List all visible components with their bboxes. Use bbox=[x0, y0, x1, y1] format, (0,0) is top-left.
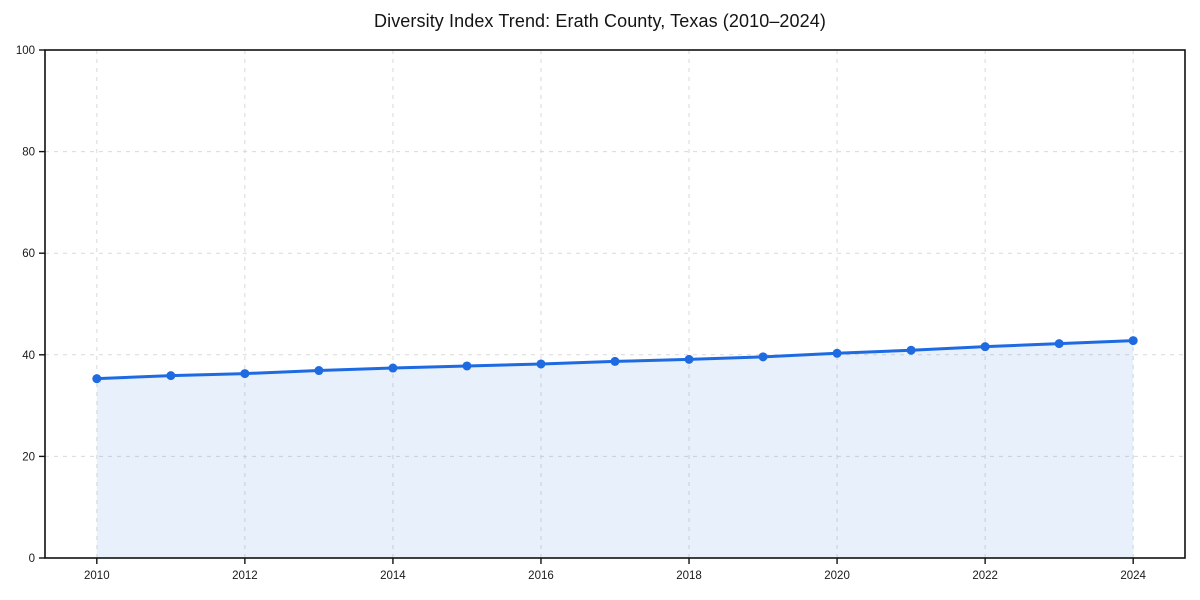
y-axis-tick-label: 60 bbox=[22, 248, 35, 260]
data-point-marker bbox=[388, 363, 398, 373]
data-point-marker bbox=[240, 369, 250, 379]
x-axis-tick-label: 2020 bbox=[824, 570, 850, 582]
data-point-marker bbox=[1128, 336, 1138, 346]
data-point-marker bbox=[980, 342, 990, 352]
x-axis-tick-label: 2014 bbox=[380, 570, 406, 582]
y-axis-tick-label: 20 bbox=[22, 451, 35, 463]
x-axis-tick-label: 2022 bbox=[972, 570, 998, 582]
data-point-marker bbox=[906, 345, 916, 355]
data-point-marker bbox=[462, 361, 472, 371]
data-point-marker bbox=[832, 348, 842, 358]
y-axis-tick-label: 0 bbox=[29, 553, 35, 565]
chart-title: Diversity Index Trend: Erath County, Tex… bbox=[374, 11, 826, 31]
data-point-marker bbox=[314, 366, 324, 376]
y-axis-tick-label: 100 bbox=[16, 45, 35, 57]
data-point-marker bbox=[92, 374, 102, 384]
data-point-marker bbox=[166, 371, 176, 381]
y-axis-tick-label: 40 bbox=[22, 350, 35, 362]
plot-border bbox=[44, 49, 1186, 559]
data-point-marker bbox=[610, 356, 620, 366]
x-axis-tick-label: 2010 bbox=[84, 570, 110, 582]
x-axis-tick-label: 2018 bbox=[676, 570, 702, 582]
y-axis-tick-label: 80 bbox=[22, 147, 35, 159]
x-axis-tick-label: 2012 bbox=[232, 570, 258, 582]
data-point-marker bbox=[536, 359, 546, 369]
data-point-marker bbox=[684, 354, 694, 364]
data-point-marker bbox=[1054, 339, 1064, 349]
data-point-marker bbox=[758, 352, 768, 362]
x-axis-tick-label: 2024 bbox=[1120, 570, 1146, 582]
area-fill bbox=[96, 340, 1134, 558]
x-axis-tick-label: 2016 bbox=[528, 570, 554, 582]
